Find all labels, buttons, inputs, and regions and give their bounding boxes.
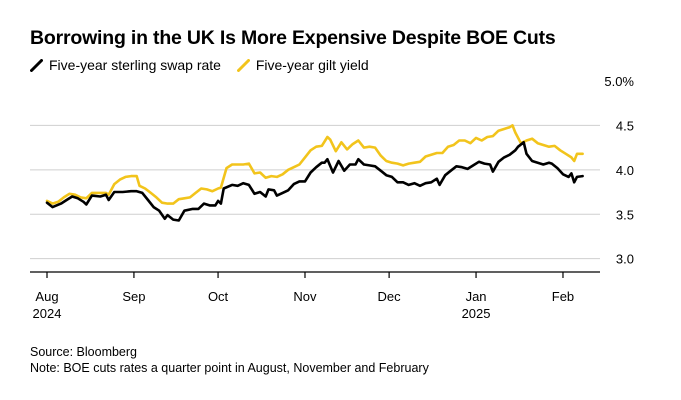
x-tick-year-label: 2025 [462,306,491,321]
legend-label-gilt: Five-year gilt yield [255,57,369,73]
x-tick-label: Oct [208,289,229,304]
x-tick-label: Jan [466,289,487,304]
x-tick-label: Sep [122,289,145,304]
y-tick-label: 4.5 [616,118,634,133]
series-line-gilt-yield [45,124,584,205]
legend-item-swap: Five-year sterling swap rate [30,57,221,73]
x-tick-label: Dec [378,289,402,304]
chart-title: Borrowing in the UK Is More Expensive De… [30,27,556,49]
legend-swatch-swap-icon [30,58,43,72]
x-tick-label: Nov [293,289,317,304]
y-tick-label: 3.5 [616,207,634,222]
y-tick-label: 3.0 [616,252,634,267]
source-text: Source: Bloomberg [30,345,138,359]
y-tick-label: 4.0 [616,163,634,178]
chart-legend: Five-year sterling swap rate Five-year g… [30,57,381,75]
x-tick-label: Aug [35,289,58,304]
legend-swatch-gilt-icon [236,58,250,72]
x-tick-label: Feb [552,289,574,304]
legend-label-swap: Five-year sterling swap rate [49,57,221,73]
chart-footer: Source: Bloomberg Note: BOE cuts rates a… [30,344,429,376]
note-text: Note: BOE cuts rates a quarter point in … [30,361,429,375]
x-tick-year-label: 2024 [33,306,62,321]
y-tick-label: 5.0% [604,74,634,89]
series-line-swap-rate [45,141,584,222]
legend-item-gilt: Five-year gilt yield [236,57,369,73]
